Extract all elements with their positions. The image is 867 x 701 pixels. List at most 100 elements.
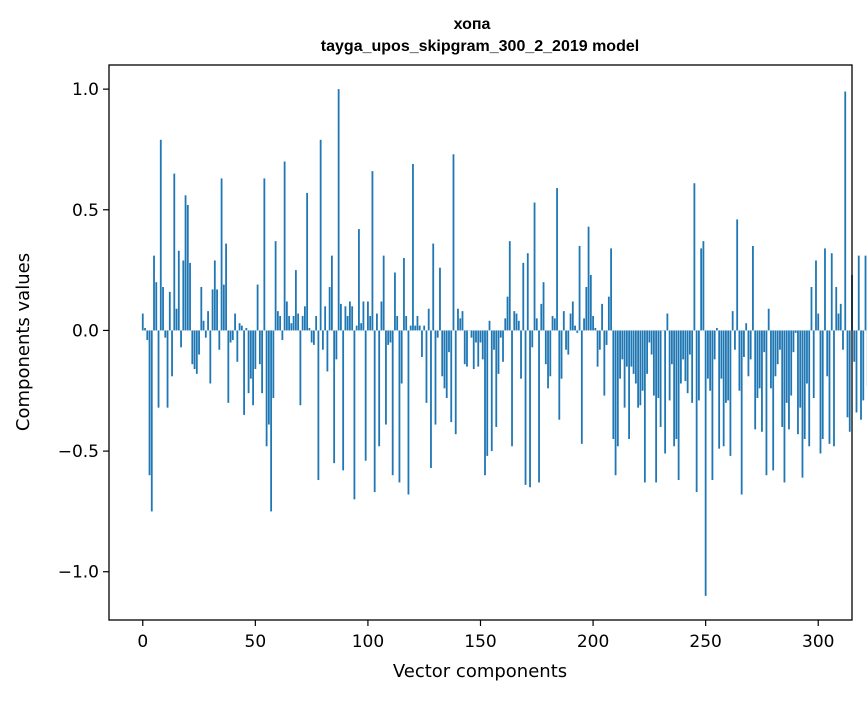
bar-157 — [495, 330, 497, 427]
bar-61 — [279, 316, 281, 330]
bar-96 — [358, 229, 360, 330]
bar-190 — [570, 314, 572, 331]
bar-12 — [169, 292, 171, 331]
bar-36 — [223, 285, 225, 331]
bar-218 — [633, 330, 635, 373]
bar-68 — [295, 270, 297, 330]
bar-103 — [374, 330, 376, 492]
x-tick-label: 50 — [245, 632, 267, 652]
bar-114 — [399, 330, 401, 482]
bar-136 — [448, 330, 450, 352]
bar-57 — [270, 330, 272, 511]
bar-143 — [464, 330, 466, 364]
x-tick-label: 300 — [802, 632, 834, 652]
bar-83 — [329, 287, 331, 330]
bar-293 — [802, 330, 804, 477]
bar-75 — [311, 330, 313, 342]
bar-41 — [234, 314, 236, 331]
bar-318 — [858, 256, 860, 331]
bar-152 — [484, 330, 486, 475]
bar-116 — [403, 258, 405, 330]
chart-title: хопа — [454, 16, 491, 33]
bar-81 — [324, 306, 326, 330]
bar-283 — [779, 330, 781, 349]
bar-84 — [331, 256, 333, 331]
bar-18 — [182, 260, 184, 330]
bar-86 — [336, 330, 338, 359]
bar-213 — [621, 330, 623, 359]
bar-285 — [784, 330, 786, 482]
bar-243 — [689, 330, 691, 354]
bar-100 — [367, 301, 369, 330]
bar-233 — [666, 314, 668, 331]
bar-149 — [477, 330, 479, 366]
bar-134 — [444, 330, 446, 388]
x-tick-label: 0 — [137, 632, 148, 652]
bar-180 — [547, 330, 549, 388]
y-tick-label: 0.5 — [72, 201, 99, 221]
bar-72 — [304, 306, 306, 330]
bar-154 — [489, 321, 491, 331]
bar-164 — [511, 330, 513, 446]
bar-250 — [705, 330, 707, 595]
x-tick-label: 250 — [689, 632, 721, 652]
bar-37 — [225, 244, 227, 331]
bar-79 — [320, 140, 322, 331]
bar-241 — [684, 330, 686, 381]
bar-65 — [288, 316, 290, 330]
bar-182 — [552, 316, 554, 330]
bar-174 — [534, 203, 536, 331]
bar-299 — [815, 260, 817, 330]
y-tick-label: −1.0 — [58, 563, 99, 583]
bar-179 — [545, 330, 547, 364]
bar-183 — [554, 318, 556, 330]
bar-38 — [227, 330, 229, 402]
bar-289 — [793, 330, 795, 352]
bar-212 — [619, 330, 621, 378]
bar-228 — [655, 330, 657, 482]
bar-113 — [396, 316, 398, 330]
bar-115 — [401, 330, 403, 383]
bar-128 — [430, 330, 432, 468]
bar-101 — [369, 316, 371, 330]
bar-188 — [565, 330, 567, 349]
bar-91 — [347, 316, 349, 330]
bar-264 — [736, 219, 738, 330]
bar-59 — [275, 241, 277, 330]
bar-271 — [752, 246, 754, 330]
bar-130 — [435, 330, 437, 424]
bar-144 — [466, 330, 468, 366]
bar-230 — [660, 330, 662, 427]
bar-265 — [739, 330, 741, 390]
bar-189 — [567, 330, 569, 354]
bar-146 — [471, 330, 473, 337]
bar-2 — [146, 330, 148, 340]
bar-53 — [261, 330, 263, 393]
bar-11 — [167, 330, 169, 407]
bar-201 — [594, 328, 596, 330]
bar-50 — [254, 330, 256, 369]
bar-270 — [750, 330, 752, 359]
bar-31 — [212, 289, 214, 330]
bar-215 — [626, 330, 628, 366]
bar-278 — [768, 309, 770, 331]
bar-194 — [579, 246, 581, 330]
bar-160 — [502, 330, 504, 361]
bar-155 — [491, 330, 493, 451]
bar-319 — [860, 330, 862, 419]
bar-54 — [263, 178, 265, 330]
bar-78 — [317, 330, 319, 480]
bar-102 — [372, 171, 374, 330]
bar-321 — [865, 256, 867, 331]
bar-178 — [543, 282, 545, 330]
bar-74 — [308, 328, 310, 330]
bar-127 — [428, 309, 430, 331]
bar-227 — [653, 330, 655, 395]
bar-46 — [245, 328, 247, 330]
bar-269 — [748, 330, 750, 376]
x-axis-label: Vector components — [393, 661, 567, 682]
bar-248 — [700, 248, 702, 330]
bar-300 — [817, 314, 819, 331]
bar-198 — [588, 227, 590, 331]
